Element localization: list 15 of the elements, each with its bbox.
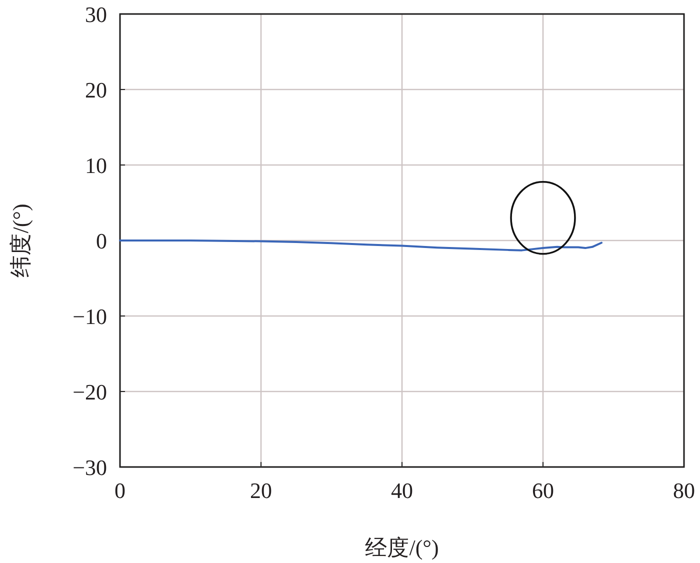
- x-tick-label: 80: [673, 478, 695, 503]
- y-tick-label: −10: [72, 304, 107, 329]
- y-tick-label: 30: [85, 2, 107, 27]
- y-tick-label: −20: [72, 380, 107, 404]
- y-axis-title: 纬度/(°): [8, 204, 33, 278]
- x-tick-label: 0: [114, 478, 126, 503]
- y-tick-label: 10: [85, 153, 107, 178]
- x-tick-label: 40: [391, 478, 413, 503]
- x-tick-label: 20: [250, 478, 272, 503]
- line-series: [119, 240, 603, 252]
- y-tick-label: 0: [96, 228, 107, 254]
- y-tick-label: 20: [85, 78, 107, 102]
- x-axis-title: 经度/(°): [365, 535, 439, 560]
- y-tick-label: −30: [72, 455, 107, 480]
- x-tick-label: 60: [532, 478, 554, 503]
